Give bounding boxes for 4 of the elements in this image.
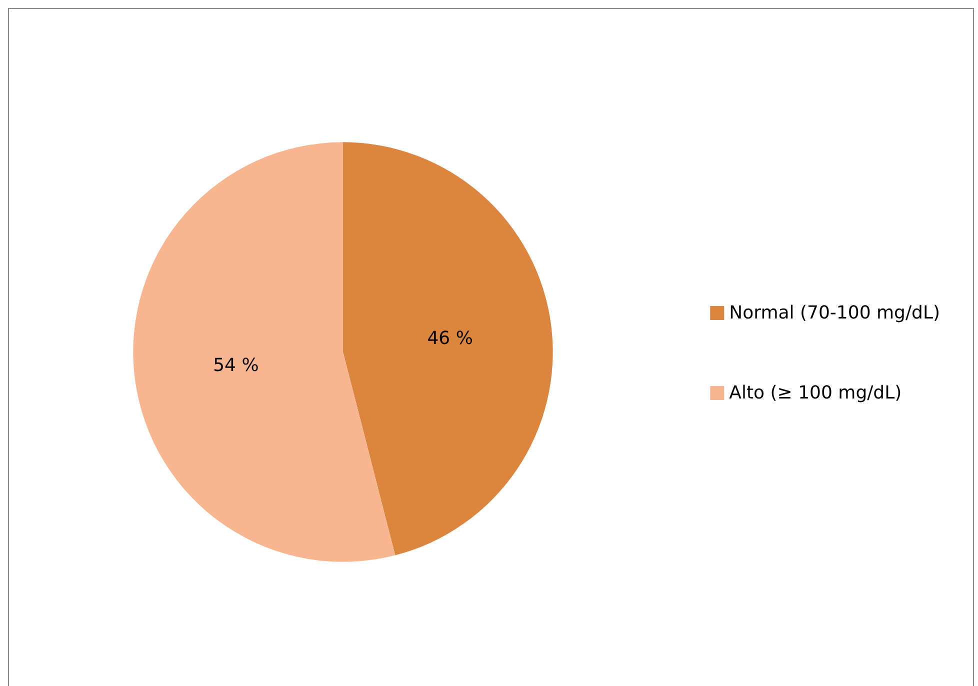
legend-label: Normal (70-100 mg/dL) [729, 302, 940, 324]
data-label: 46 % [427, 328, 473, 349]
data-label: 54 % [213, 355, 259, 376]
legend-label: Alto (≥ 100 mg/dL) [729, 382, 902, 404]
